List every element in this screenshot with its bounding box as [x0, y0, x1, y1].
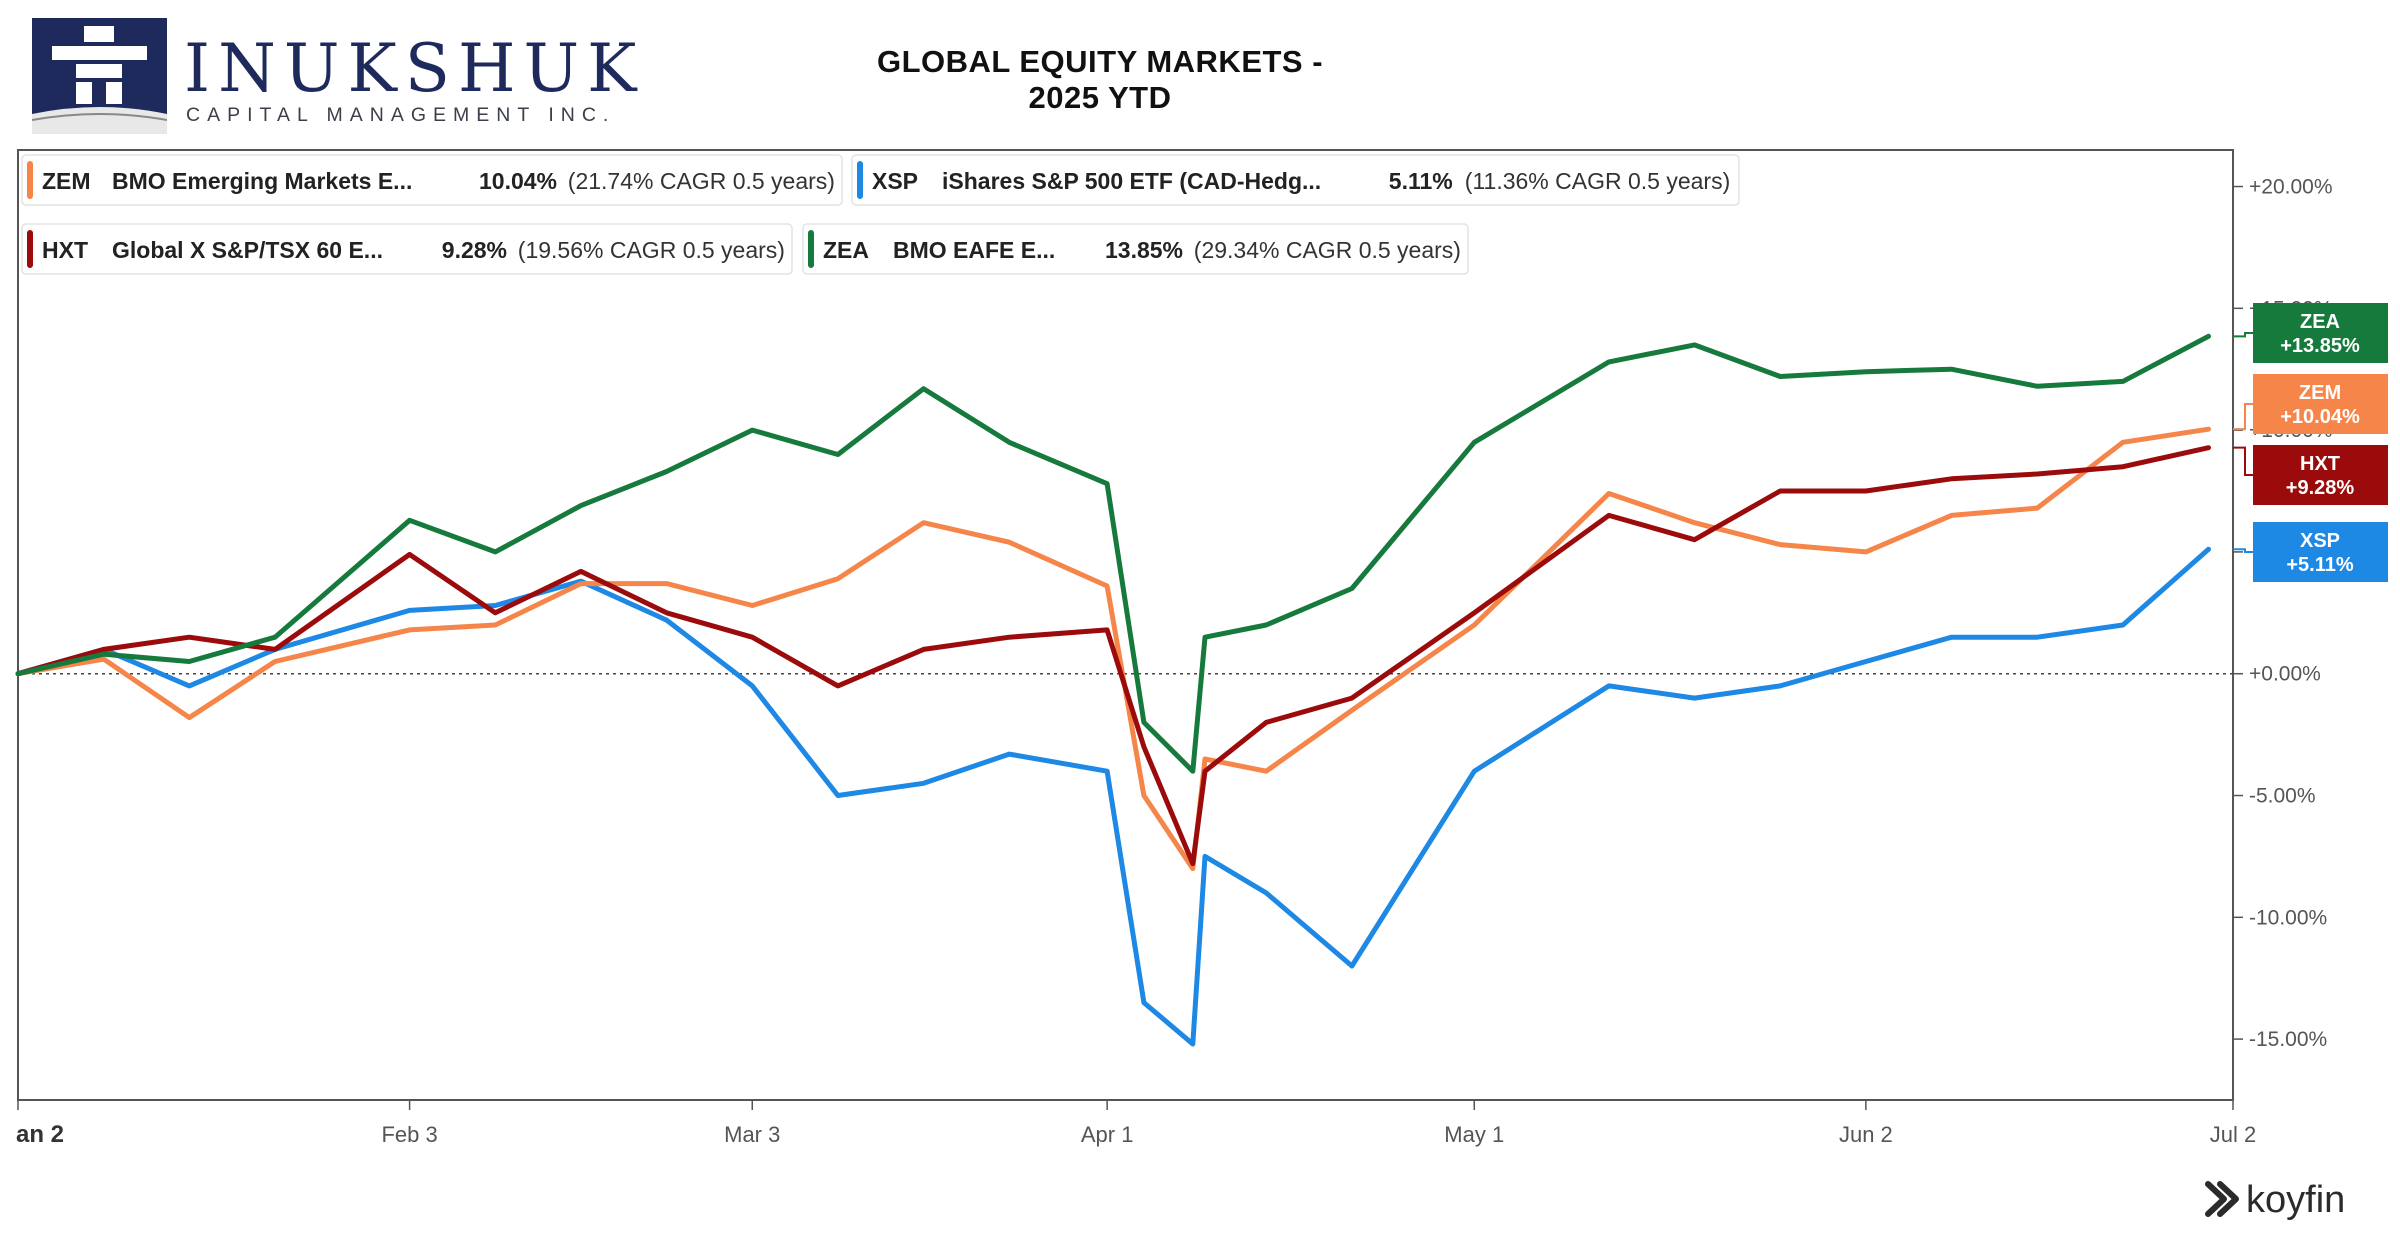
x-tick-label: Apr 1: [1081, 1122, 1134, 1147]
y-tick-label: -5.00%: [2249, 785, 2316, 808]
end-label-hxt: HXT+9.28%: [2233, 445, 2388, 505]
chart-title: GLOBAL EQUITY MARKETS - 2025 YTD: [876, 44, 1324, 115]
end-label-value: +5.11%: [2286, 554, 2354, 576]
end-label-connector: [2233, 403, 2253, 431]
legend-cagr: (21.74% CAGR 0.5 years): [568, 168, 835, 194]
y-tick-label: +20.00%: [2249, 176, 2333, 199]
legend-item-zem[interactable]: ZEM BMO Emerging Markets E... 10.04% (21.74…: [21, 154, 843, 206]
series-line-zea: [15, 333, 2211, 774]
end-label-value: +13.85%: [2280, 335, 2360, 357]
brand-name: INUKSHUK: [184, 30, 645, 107]
series-line-hxt: [15, 445, 2211, 867]
legend-color-swatch: [27, 230, 33, 268]
legend-return: 9.28%: [442, 237, 507, 263]
inukshuk-logo-icon: [32, 18, 167, 134]
y-tick-label: +0.00%: [2249, 663, 2321, 686]
end-label-ticker: HXT: [2300, 453, 2340, 475]
end-label-connector: [2233, 446, 2253, 476]
legend-item-box: [21, 154, 843, 206]
legend-item-hxt[interactable]: HXT Global X S&P/TSX 60 E... 9.28% (19.56% …: [21, 223, 793, 275]
x-tick-label: an 2: [16, 1121, 64, 1148]
legend-cagr: (19.56% CAGR 0.5 years): [518, 237, 785, 263]
end-label-value: +9.28%: [2286, 477, 2355, 499]
legend-item-box: [21, 223, 793, 275]
end-label-value: +10.04%: [2280, 406, 2360, 428]
plot-frame: [17, 149, 2234, 1101]
legend-name: BMO EAFE E...: [893, 237, 1055, 263]
x-tick-label: May 1: [1444, 1122, 1504, 1147]
legend-color-swatch: [808, 230, 814, 268]
legend-return: 5.11%: [1389, 168, 1453, 194]
x-axis: an 2 Feb 3 Mar 3 Apr 1 May 1 Jun 2 Jul 2: [16, 1100, 2256, 1148]
end-label-connector: [2233, 548, 2253, 553]
x-tick-label: Jul 2: [2210, 1122, 2256, 1147]
legend-ticker: XSP: [872, 168, 918, 194]
legend-item-xsp[interactable]: XSP iShares S&P 500 ETF (CAD-Hedg... 5.11%…: [851, 154, 1740, 206]
koyfin-icon: [2205, 1181, 2239, 1217]
legend-ticker: HXT: [42, 237, 88, 263]
legend-name: BMO Emerging Markets E...: [112, 168, 412, 194]
y-tick-label: -10.00%: [2249, 906, 2327, 929]
y-tick-label: -15.00%: [2249, 1028, 2327, 1051]
legend-cagr: (11.36% CAGR 0.5 years): [1465, 168, 1730, 194]
legend-return: 10.04%: [479, 168, 557, 194]
end-label-box: [2253, 303, 2388, 363]
legend-name: Global X S&P/TSX 60 E...: [112, 237, 383, 263]
brand-subtitle: CAPITAL MANAGEMENT INC.: [186, 104, 616, 126]
x-tick-label: Mar 3: [724, 1122, 780, 1147]
legend-return: 13.85%: [1105, 237, 1183, 263]
end-label-ticker: ZEA: [2300, 311, 2340, 333]
koyfin-watermark: koyfin: [2205, 1179, 2345, 1221]
end-labels: ZEA+13.85% ZEM+10.04% HXT+9.28% XSP+5.11%: [2233, 303, 2388, 582]
end-label-box: [2253, 445, 2388, 505]
legend-ticker: ZEM: [42, 168, 91, 194]
end-label-box: [2253, 374, 2388, 434]
end-label-connector: [2233, 332, 2253, 338]
series-line-xsp: [15, 546, 2211, 1047]
series-line-zem: [15, 426, 2211, 872]
end-label-zea: ZEA+13.85%: [2233, 303, 2388, 363]
x-tick-label: Jun 2: [1839, 1122, 1893, 1147]
legend-color-swatch: [27, 161, 33, 199]
end-label-ticker: XSP: [2300, 530, 2340, 552]
legend-cagr: (29.34% CAGR 0.5 years): [1194, 237, 1461, 263]
x-tick-label: Feb 3: [381, 1122, 437, 1147]
legend-color-swatch: [857, 161, 863, 199]
legend-name: iShares S&P 500 ETF (CAD-Hedg...: [942, 168, 1321, 194]
legend-ticker: ZEA: [823, 237, 869, 263]
end-label-ticker: ZEM: [2299, 382, 2341, 404]
company-logo: INUKSHUK CAPITAL MANAGEMENT INC.: [16, 14, 636, 134]
end-label-zem: ZEM+10.04%: [2233, 374, 2388, 434]
legend-item-box: [851, 154, 1740, 206]
legend-item-zea[interactable]: ZEA BMO EAFE E... 13.85% (29.34% CAGR 0.5 y…: [802, 223, 1469, 275]
legend-item-box: [802, 223, 1469, 275]
end-label-box: [2253, 522, 2388, 582]
series-lines: [15, 333, 2211, 1047]
koyfin-text: koyfin: [2246, 1179, 2345, 1221]
legend: ZEM BMO Emerging Markets E... 10.04% (21.74…: [21, 154, 1740, 275]
end-label-xsp: XSP+5.11%: [2233, 522, 2388, 582]
